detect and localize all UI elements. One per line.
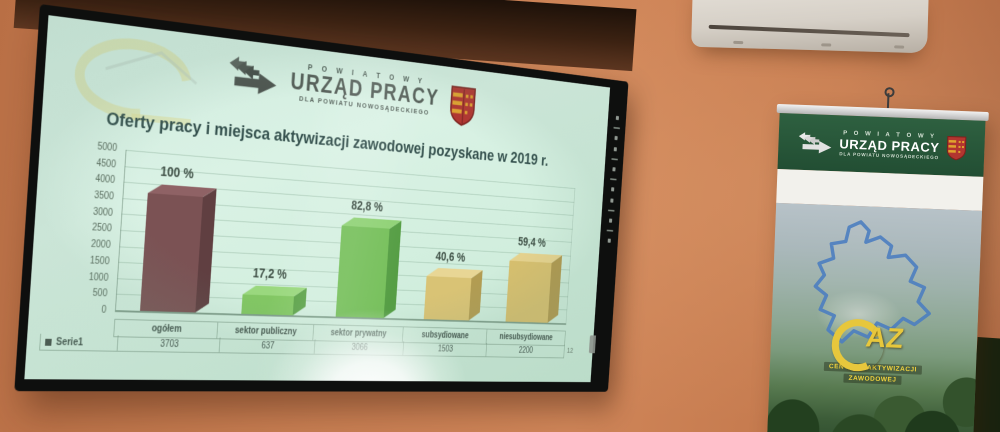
- plot-area: 100 % 17,2 % 82,8 %: [114, 149, 576, 325]
- y-tick-label: 500: [92, 288, 108, 300]
- caz-logo-row: AZ: [823, 311, 925, 379]
- bar-front-face: [241, 294, 295, 316]
- bar-ogolem: 100 %: [139, 163, 217, 313]
- percent-label: 82,8 %: [350, 197, 384, 215]
- page-number: 12: [566, 346, 574, 355]
- y-tick-label: 1500: [89, 255, 110, 268]
- bar-front-face: [505, 260, 552, 323]
- pup-arrows-icon: [798, 132, 832, 154]
- percent-label: 100 %: [159, 163, 195, 182]
- bar-niesubsydiowane: 59,4 %: [505, 234, 563, 323]
- y-axis-tick-labels: 5000 4500 4000 3500 3000 2500 2000 1500 1000 500 0: [60, 139, 118, 316]
- value-cell: 637: [219, 337, 316, 354]
- ac-foot: [733, 40, 744, 45]
- percent-label: 40,6 %: [435, 248, 466, 265]
- bar-subsydiowane: 40,6 %: [423, 249, 483, 321]
- pup-brand-block: P O W I A T O W Y URZĄD PRACY DLA POWIAT…: [289, 61, 440, 117]
- banner-hook: [884, 87, 895, 98]
- y-tick-label: 3500: [93, 190, 115, 203]
- coat-of-arms-icon: [946, 135, 967, 160]
- legend: Serie1: [40, 333, 119, 351]
- toolbar-icon: [615, 115, 619, 121]
- caz-letters: AZ: [863, 321, 906, 354]
- y-tick-label: 3000: [92, 206, 114, 219]
- air-conditioner-vent: [708, 24, 909, 38]
- interactive-display: P O W I A T O W Y URZĄD PRACY DLA POWIAT…: [14, 4, 836, 432]
- bar-front-face: [139, 193, 203, 313]
- toolbar-icon: [608, 218, 612, 223]
- value-cell: 1503: [403, 341, 488, 357]
- tv-screen: P O W I A T O W Y URZĄD PRACY DLA POWIAT…: [24, 15, 611, 383]
- rollup-banner: P O W I A T O W Y URZĄD PRACY DLA POWIAT…: [766, 87, 989, 432]
- toolbar-icon: [611, 158, 618, 161]
- legend-swatch-icon: [44, 338, 52, 346]
- toolbar-icon: [613, 147, 617, 152]
- banner-photo: AZ CENTRUM AKTYWIZACJI ZAWODOWEJ: [766, 202, 983, 432]
- toolbar-icon: [609, 178, 617, 181]
- y-tick-label: 2000: [90, 239, 111, 251]
- toolbar-icon: [609, 198, 614, 203]
- toolbar-icon: [614, 135, 618, 141]
- bar-front-face: [423, 276, 472, 321]
- bar-front-face: [335, 225, 390, 318]
- toolbar-icon: [607, 238, 611, 243]
- value-cell: 3066: [314, 339, 405, 356]
- banner-hook-rod: [887, 93, 890, 109]
- y-tick-label: 4000: [94, 174, 116, 187]
- banner-header: P O W I A T O W Y URZĄD PRACY DLA POWIAT…: [777, 112, 986, 177]
- toolbar-icon: [606, 229, 613, 232]
- value-cell: 3703: [117, 335, 221, 353]
- percent-label: 59,4 %: [517, 234, 547, 250]
- legend-label: Serie1: [55, 336, 84, 348]
- coat-of-arms-icon: [448, 84, 476, 128]
- value-cell: 2200: [518, 345, 534, 356]
- toolbar-icon: [610, 187, 614, 192]
- y-tick-label: 1000: [88, 271, 109, 284]
- toolbar-icon: [607, 209, 615, 212]
- percent-label: 17,2 %: [252, 265, 288, 282]
- bar-sektor-publiczny: 17,2 %: [241, 265, 307, 316]
- pup-arrows-icon: [229, 55, 277, 97]
- ac-foot: [820, 43, 832, 47]
- tv-bezel: P O W I A T O W Y URZĄD PRACY DLA POWIAT…: [14, 4, 629, 392]
- powiat-map-outline: [814, 220, 932, 344]
- banner-brand-block: P O W I A T O W Y URZĄD PRACY DLA POWIAT…: [839, 130, 940, 160]
- y-tick-label: 4500: [96, 157, 117, 171]
- y-tick-label: 0: [101, 304, 107, 316]
- toolbar-icon: [613, 126, 620, 130]
- y-tick-label: 5000: [97, 141, 118, 154]
- air-conditioner: [691, 0, 929, 54]
- toolbar-icon: [612, 167, 616, 172]
- ac-foot: [894, 45, 905, 49]
- y-tick-label: 2500: [91, 222, 112, 235]
- bar-sektor-prywatny: 82,8 %: [335, 198, 402, 318]
